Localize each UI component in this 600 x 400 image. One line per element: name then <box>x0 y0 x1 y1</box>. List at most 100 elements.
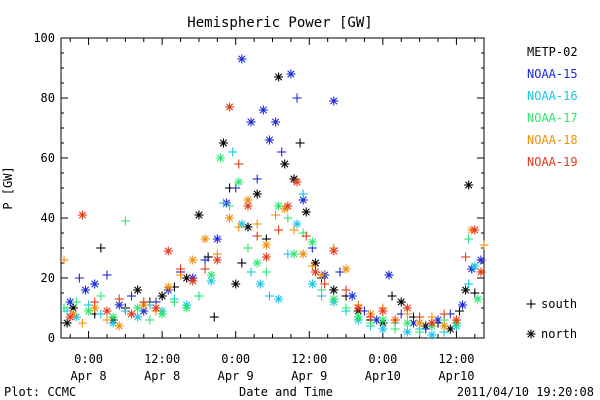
data-point-noaa-19-north <box>151 303 161 313</box>
x-tick-label-date: Apr 8 <box>144 369 180 383</box>
data-point-noaa-18-north <box>298 249 308 259</box>
data-point-noaa-15-north <box>458 300 468 310</box>
data-point-noaa-17-north <box>234 177 244 187</box>
data-point-metp-02-north <box>157 291 167 301</box>
data-point-noaa-16-south <box>218 198 228 208</box>
data-point-noaa-17-south <box>390 324 400 334</box>
x-tick-label-time: 0:00 <box>74 352 103 366</box>
data-point-noaa-15-north <box>264 135 274 145</box>
data-point-metp-02-north <box>194 210 204 220</box>
data-point-metp-02-north <box>329 285 339 295</box>
data-point-metp-02-north <box>133 285 143 295</box>
data-point-noaa-19-north <box>102 306 112 316</box>
data-point-noaa-19-north <box>292 177 302 187</box>
data-point-noaa-18-south <box>102 315 112 325</box>
data-point-noaa-18-south <box>271 210 281 220</box>
data-point-metp-02-south <box>295 138 305 148</box>
y-tick-label: 80 <box>41 91 55 105</box>
plot-timestamp: 2011/04/10 19:20:08 <box>457 385 594 399</box>
data-point-noaa-18-north <box>225 213 235 223</box>
data-point-noaa-15-south <box>74 273 84 283</box>
marker-legend-label: north <box>541 327 577 341</box>
plot-frame <box>60 37 485 339</box>
marker-legend-south: south <box>526 297 577 311</box>
chart-title: Hemispheric Power [GW] <box>187 15 372 31</box>
data-point-noaa-15-south <box>252 174 262 184</box>
data-point-metp-02-north <box>68 303 78 313</box>
data-point-noaa-17-south <box>341 303 351 313</box>
data-point-noaa-17-north <box>108 312 118 322</box>
data-point-noaa-17-south <box>194 291 204 301</box>
data-point-metp-02-north <box>280 159 290 169</box>
data-point-noaa-17-north <box>353 312 363 322</box>
data-point-noaa-19-north <box>163 246 173 256</box>
legend-item-metp-02: METP-02 <box>527 45 578 59</box>
data-point-noaa-15-north <box>476 255 486 265</box>
data-point-noaa-17-south <box>96 291 106 301</box>
data-point-noaa-19-north <box>353 303 363 313</box>
data-point-noaa-18-south <box>77 318 87 328</box>
data-point-noaa-19-north <box>212 255 222 265</box>
data-point-noaa-19-south <box>301 231 311 241</box>
data-point-noaa-17-north <box>133 303 143 313</box>
data-point-noaa-15-north <box>246 117 256 127</box>
data-point-noaa-15-north <box>271 117 281 127</box>
data-point-noaa-17-south <box>145 315 155 325</box>
data-point-noaa-17-south <box>243 243 253 253</box>
data-point-noaa-19-north <box>127 309 136 319</box>
data-point-noaa-15-south <box>200 255 210 265</box>
data-point-noaa-15-north <box>347 291 357 301</box>
data-point-noaa-16-south <box>264 291 274 301</box>
data-point-noaa-16-south <box>464 279 474 289</box>
data-point-metp-02-south <box>96 243 106 253</box>
data-point-noaa-19-north <box>451 315 461 325</box>
data-point-metp-02-north <box>252 189 262 199</box>
plot-credit: Plot: CCMC <box>4 385 76 399</box>
data-point-noaa-19-north <box>310 267 320 277</box>
data-point-noaa-16-north <box>378 324 388 334</box>
x-tick-label-date: Apr 8 <box>71 369 107 383</box>
y-tick-label: 100 <box>33 31 55 45</box>
data-point-noaa-17-south <box>59 303 69 313</box>
data-point-noaa-15-north <box>237 54 247 64</box>
data-point-noaa-19-south <box>461 252 471 262</box>
data-point-noaa-15-north <box>329 96 339 106</box>
data-point-noaa-16-south <box>246 267 256 277</box>
data-point-noaa-15-south <box>102 270 112 280</box>
data-point-noaa-17-south <box>71 297 81 307</box>
data-point-noaa-15-north <box>90 279 100 289</box>
x-tick-label-time: 12:00 <box>438 352 474 366</box>
data-point-noaa-19-north <box>261 252 271 262</box>
data-markers <box>59 54 489 340</box>
data-point-noaa-19-south <box>114 294 124 304</box>
data-point-noaa-19-south <box>200 264 210 274</box>
data-point-metp-02-north <box>301 207 311 217</box>
x-tick-label-time: 12:00 <box>291 352 327 366</box>
data-point-noaa-17-north <box>182 303 192 313</box>
data-point-noaa-19-south <box>90 297 100 307</box>
data-point-noaa-18-south <box>234 222 244 232</box>
data-point-noaa-19-north <box>402 303 412 313</box>
data-point-noaa-18-south <box>252 219 262 229</box>
legend-item-noaa-16: NOAA-16 <box>527 89 578 103</box>
data-point-noaa-17-north <box>289 249 299 259</box>
data-point-noaa-19-north <box>329 246 339 256</box>
data-point-noaa-15-north <box>384 270 394 280</box>
data-point-noaa-17-north <box>329 294 339 304</box>
data-point-metp-02-south <box>237 258 247 268</box>
data-point-metp-02-north <box>218 138 228 148</box>
data-point-noaa-16-north <box>255 279 265 289</box>
legend-item-noaa-17: NOAA-17 <box>527 111 578 125</box>
data-point-noaa-15-north <box>286 69 296 79</box>
data-point-noaa-19-north <box>476 267 486 277</box>
data-point-noaa-18-north <box>188 255 198 265</box>
marker-legend-north: north <box>526 327 577 341</box>
data-point-noaa-19-south <box>252 231 262 241</box>
data-point-noaa-17-south <box>261 267 271 277</box>
data-point-noaa-15-north <box>212 234 222 244</box>
data-point-noaa-15-south <box>127 291 136 301</box>
y-tick-label: 20 <box>41 271 55 285</box>
data-point-noaa-18-north <box>114 321 124 331</box>
data-point-noaa-19-north <box>378 306 388 316</box>
